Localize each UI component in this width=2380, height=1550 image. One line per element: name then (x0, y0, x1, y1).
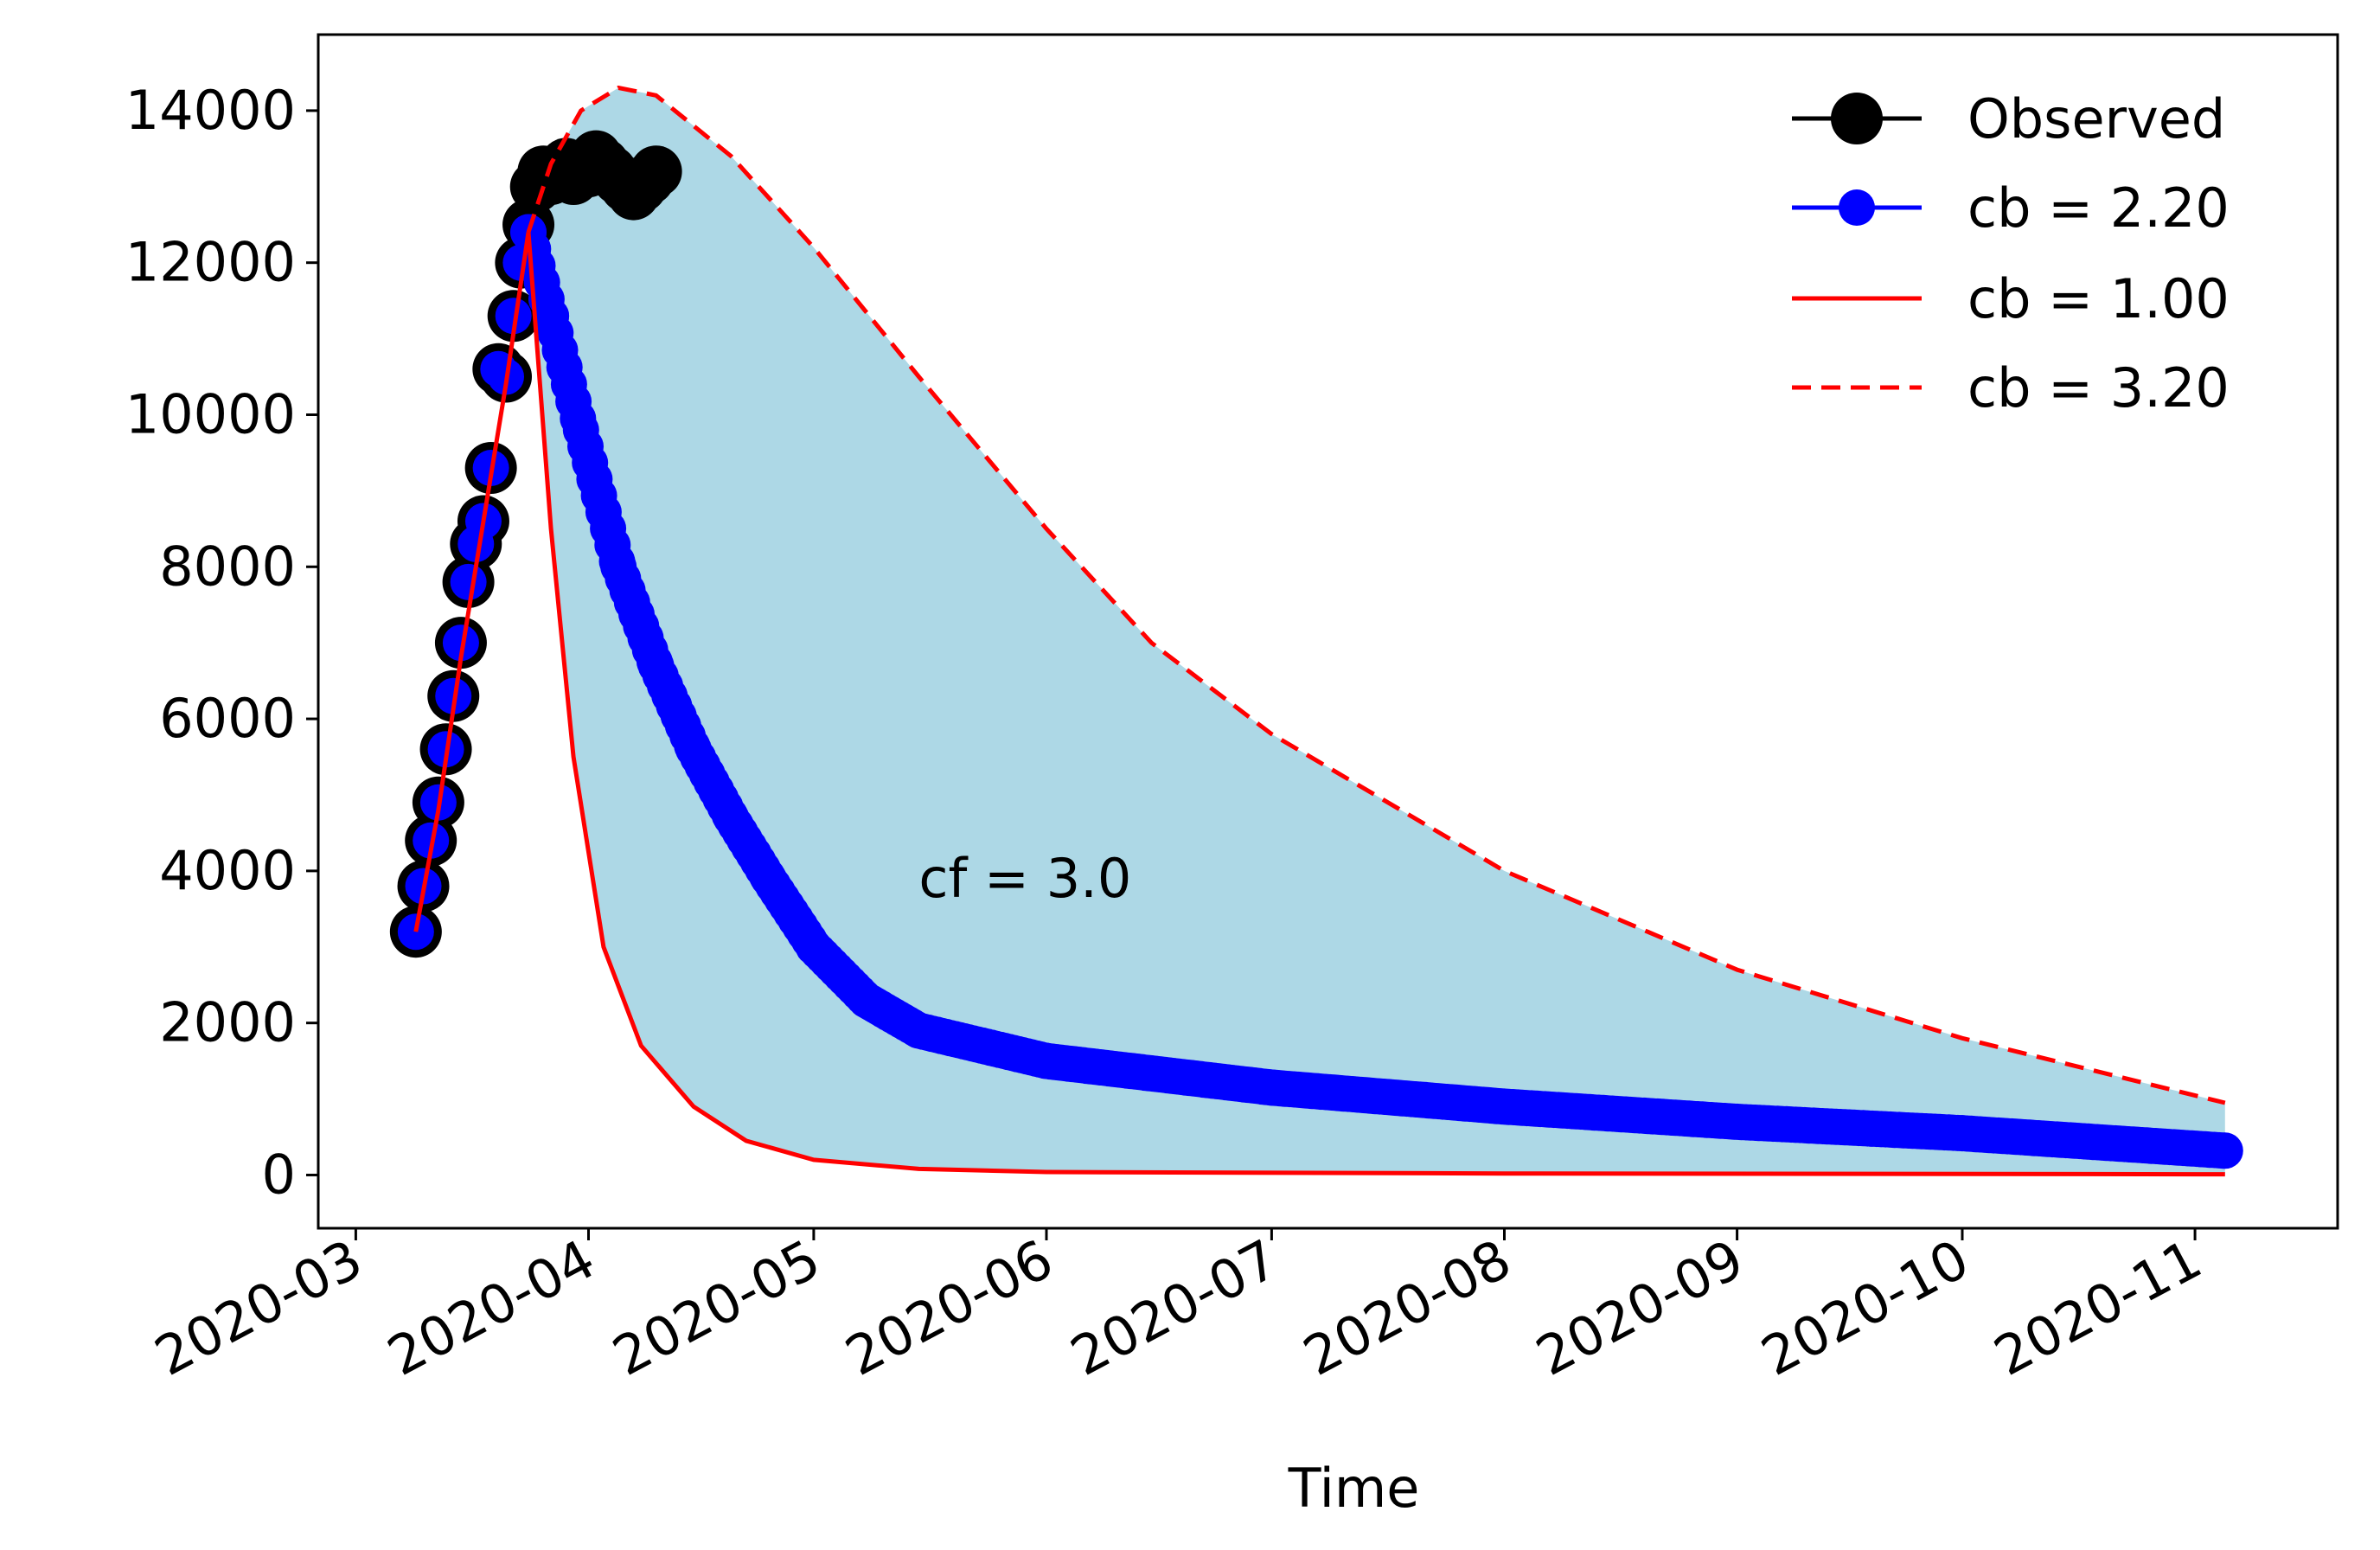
series-cb-2-20 (397, 214, 2243, 1169)
x-tick-label: 2020-03 (144, 1227, 372, 1388)
legend-label: Observed (1967, 87, 2225, 151)
legend-label: cb = 3.20 (1967, 356, 2230, 420)
x-tick-label: 2020-05 (603, 1227, 830, 1388)
y-tick-label: 2000 (159, 991, 296, 1054)
series-cb-1-00-line (413, 232, 2225, 1177)
y-tick-label: 12000 (125, 231, 296, 294)
x-tick-label: 2020-10 (1751, 1227, 1979, 1388)
x-tick-label: 2020-04 (378, 1227, 605, 1388)
y-tick-label: 4000 (159, 839, 296, 902)
series-cb-3-20-line (526, 85, 2226, 1105)
legend-label: cb = 2.20 (1967, 176, 2230, 240)
x-tick-label: 2020-08 (1294, 1227, 1521, 1388)
uncertainty-band-layer (528, 87, 2225, 1175)
legend: Observed cb = 2.20 cb = 1.00 cb = 3.20 (1792, 87, 2230, 420)
fit-point (450, 563, 487, 600)
x-tick-label: 2020-09 (1526, 1227, 1754, 1388)
legend-marker-fit (1839, 189, 1875, 226)
plot-frame (317, 33, 2339, 1230)
y-tick-label: 6000 (159, 687, 296, 750)
y-tick-label: 0 (262, 1143, 296, 1206)
observed-point (630, 145, 682, 198)
legend-entry: cb = 1.00 (1792, 267, 2230, 330)
fit-point (495, 298, 532, 335)
x-tick-label: 2020-11 (1984, 1227, 2211, 1388)
y-tick-label: 14000 (125, 79, 296, 142)
x-tick-label: 2020-06 (835, 1227, 1063, 1388)
uncertainty-band (528, 87, 2225, 1175)
legend-entry: Observed (1792, 87, 2225, 151)
legend-entry: cb = 2.20 (1792, 176, 2230, 240)
y-tick-label: 10000 (125, 382, 296, 445)
legend-entry: cb = 3.20 (1792, 356, 2230, 420)
fit-point (442, 624, 479, 662)
legend-marker-observed (1831, 93, 1883, 144)
y-axis: 0 2000 4000 6000 8000 10000 12000 14000 (125, 79, 318, 1206)
y-tick-label: 8000 (159, 535, 296, 598)
fit-point (2206, 1132, 2243, 1169)
cf-annotation: cf = 3.0 (918, 847, 1131, 910)
legend-label: cb = 1.00 (1967, 267, 2230, 330)
x-axis-label: Time (1288, 1457, 1420, 1520)
series-layer (389, 85, 2243, 1177)
x-tick-label: 2020-07 (1060, 1227, 1288, 1388)
